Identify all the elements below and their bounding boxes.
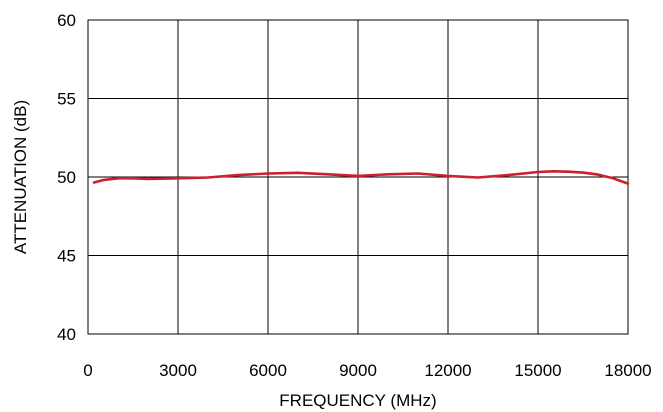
y-tick-label: 45 xyxy=(57,247,76,266)
x-tick-labels: 0 3000 6000 9000 12000 15000 18000 xyxy=(83,361,651,380)
x-tick-label: 6000 xyxy=(249,361,287,380)
y-tick-label: 55 xyxy=(57,90,76,109)
x-tick-label: 0 xyxy=(83,361,92,380)
x-tick-label: 12000 xyxy=(424,361,471,380)
y-tick-label: 60 xyxy=(57,11,76,30)
attenuation-series-line xyxy=(92,170,630,185)
y-tick-label: 40 xyxy=(57,325,76,344)
x-tick-label: 9000 xyxy=(339,361,377,380)
plot-frame xyxy=(87,19,629,335)
y-axis-label: ATTENUATION (dB) xyxy=(11,100,30,254)
y-tick-label: 50 xyxy=(57,168,76,187)
x-tick-label: 15000 xyxy=(514,361,561,380)
x-tick-label: 3000 xyxy=(159,361,197,380)
x-axis-label: FREQUENCY (MHz) xyxy=(279,391,436,410)
y-tick-labels: 40 45 50 55 60 xyxy=(57,11,76,344)
x-tick-label: 18000 xyxy=(604,361,651,380)
